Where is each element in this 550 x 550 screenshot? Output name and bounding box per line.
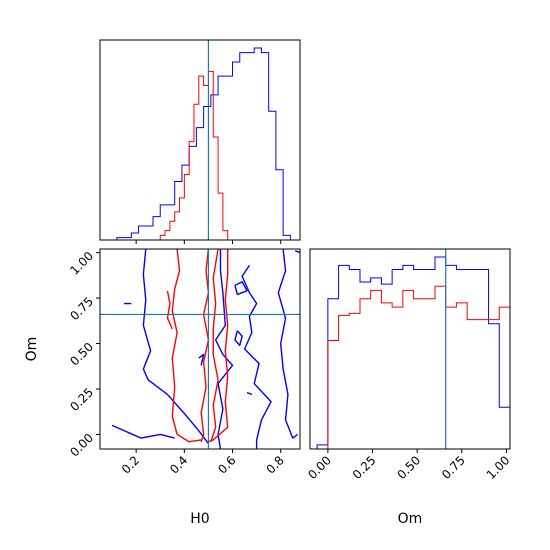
contour-red-13 [200,249,210,442]
contour-red-14 [210,249,219,442]
x-axis-label-h0: H0 [190,511,209,527]
contour-red-12 [166,290,173,330]
contour-ytick-label-3: 0.75 [67,294,96,323]
h0-hist-red-series [159,70,233,241]
contour-series-group [111,249,300,449]
contour-blue-8 [234,330,243,347]
contour-blue-5 [277,249,299,439]
contour-blue-3 [214,249,234,449]
contour-blue-4 [241,264,272,449]
h0-marginal-frame [99,39,301,241]
h0-hist-series-group [109,47,298,241]
om-xtick-label-1: 0.25 [350,453,379,482]
contour-xtick-label-2: 0.6 [215,453,238,476]
om-marginal-xticks: 0.00 0.25 0.50 0.75 1.00 [305,449,513,482]
contour-red-15 [208,249,229,443]
om-hist-red-series [327,285,511,449]
y-axis-label-om: Om [24,337,40,362]
h0-marginal-xticks [135,240,282,244]
contour-frame [99,248,301,450]
om-marginal-panel: 0.00 0.25 0.50 0.75 1.00 Om [305,248,513,527]
contour-ytick-label-0: 0.00 [67,431,96,460]
contour-blue-9 [246,391,253,396]
contour-blue-0 [142,249,209,444]
om-marginal-frame [309,248,511,450]
contour-blue-7 [234,281,248,296]
contour-xtick-label-3: 0.8 [263,453,286,476]
contour-xtick-label-0: 0.2 [119,453,142,476]
x-axis-label-om: Om [398,511,423,527]
contour-xticks: 0.2 0.4 0.6 0.8 [119,449,287,477]
h0-marginal-panel [99,39,301,244]
contour-ytick-label-1: 0.25 [67,385,96,414]
om-xtick-label-3: 0.75 [439,453,468,482]
om-xtick-label-0: 0.00 [305,453,334,482]
om-xtick-label-2: 0.50 [394,453,423,482]
contour-xtick-label-1: 0.4 [167,453,190,476]
om-hist-series-group [316,256,511,449]
contour-ytick-label-4: 1.00 [67,249,96,278]
om-hist-blue-series [316,256,511,449]
contour-blue-6 [294,250,300,254]
contour-blue-10 [198,353,205,366]
contour-ytick-label-2: 0.50 [67,340,96,369]
h0-hist-blue-series [109,47,298,241]
h0-om-contour-panel: 0.2 0.4 0.6 0.8 0.00 0.25 0.50 0.75 1.00 H0 Om [24,248,301,527]
contour-blue-1 [111,424,175,439]
contour-red-11 [171,249,202,443]
om-xtick-label-4: 1.00 [484,453,513,482]
contour-yticks: 0.00 0.25 0.50 0.75 1.00 [67,249,100,460]
